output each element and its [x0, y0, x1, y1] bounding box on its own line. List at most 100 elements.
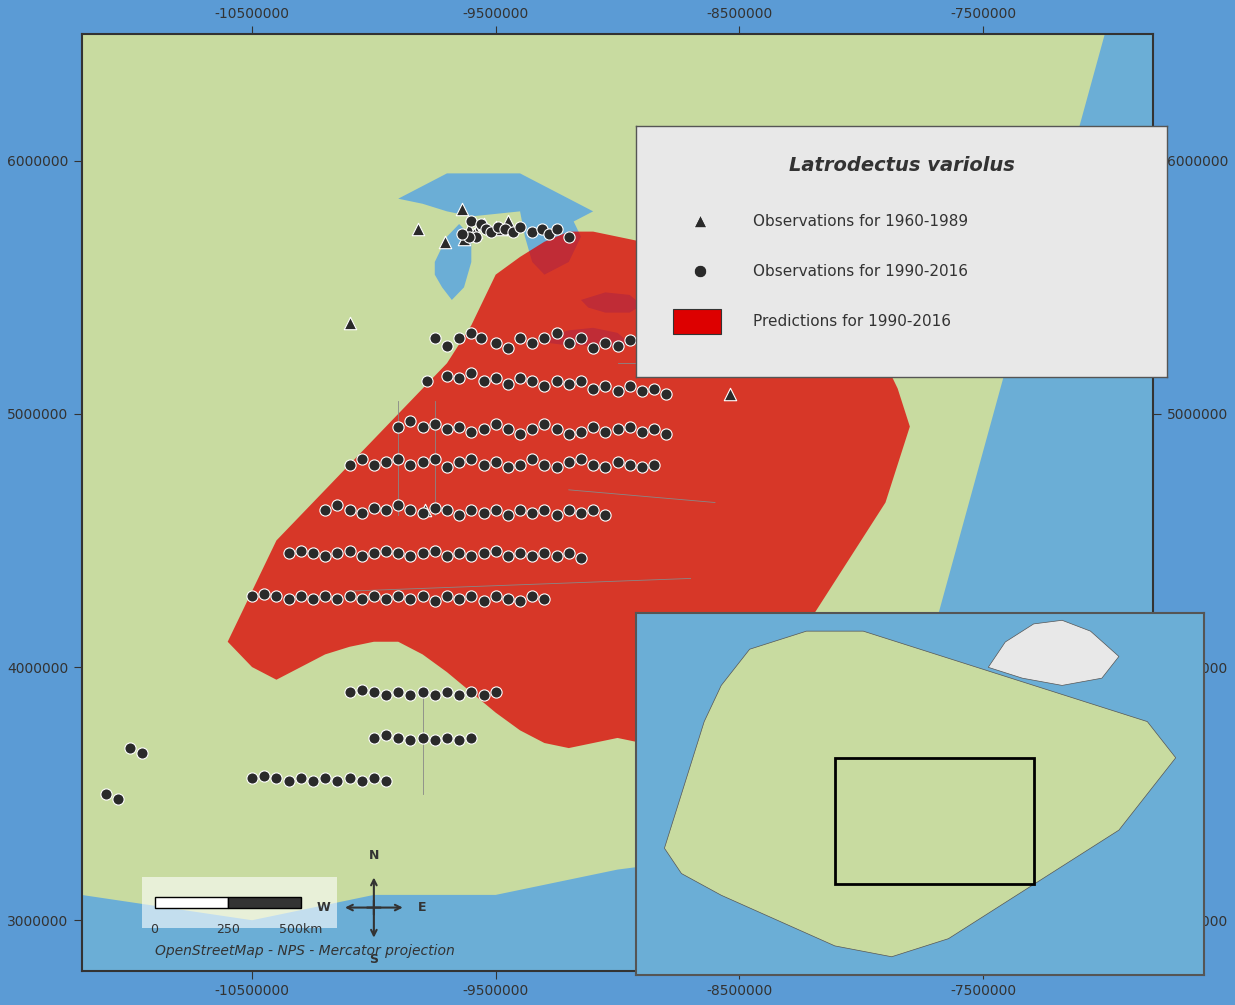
Observations for 1990-2016	[364, 771, 384, 787]
Observations for 1990-2016	[480, 223, 500, 239]
Observations for 1960-1989	[415, 502, 435, 519]
Observations for 1990-2016	[620, 456, 640, 472]
Observations for 1990-2016	[656, 386, 676, 402]
Observations for 1990-2016	[132, 745, 152, 761]
Observations for 1990-2016	[547, 325, 567, 341]
Observations for 1990-2016	[503, 223, 522, 239]
Observations for 1990-2016	[608, 338, 627, 354]
Point	[690, 263, 710, 279]
Observations for 1990-2016	[437, 421, 457, 437]
Observations for 1990-2016	[364, 684, 384, 700]
Observations for 1990-2016	[303, 545, 322, 561]
Observations for 1990-2016	[474, 686, 494, 702]
Observations for 1990-2016	[425, 733, 445, 749]
Observations for 1990-2016	[388, 588, 408, 604]
Observations for 1990-2016	[510, 330, 530, 346]
Observations for 1990-2016	[400, 591, 420, 607]
Observations for 1990-2016	[656, 335, 676, 351]
Observations for 1990-2016	[498, 591, 517, 607]
Observations for 1990-2016	[472, 330, 492, 346]
Observations for 1990-2016	[595, 508, 615, 524]
Observations for 1990-2016	[595, 378, 615, 394]
Bar	[835, 758, 1034, 884]
Observations for 1990-2016	[522, 451, 542, 467]
Observations for 1990-2016	[425, 499, 445, 516]
Observations for 1990-2016	[571, 451, 590, 467]
Observations for 1990-2016	[340, 543, 359, 559]
Observations for 1960-1989	[408, 221, 427, 237]
Text: N: N	[369, 849, 379, 862]
Text: Predictions for 1990-2016: Predictions for 1990-2016	[753, 315, 951, 329]
Polygon shape	[435, 224, 472, 299]
Observations for 1990-2016	[377, 728, 396, 744]
Observations for 1990-2016	[485, 502, 505, 519]
Observations for 1960-1989	[710, 338, 730, 354]
Observations for 1990-2016	[120, 740, 140, 756]
Observations for 1990-2016	[352, 681, 372, 697]
Observations for 1990-2016	[467, 228, 487, 244]
Observations for 1990-2016	[425, 416, 445, 432]
Observations for 1990-2016	[498, 376, 517, 392]
Text: OpenStreetMap - NPS - Mercator projection: OpenStreetMap - NPS - Mercator projectio…	[154, 945, 454, 958]
Observations for 1990-2016	[559, 228, 579, 244]
Observations for 1990-2016	[535, 591, 555, 607]
Observations for 1990-2016	[559, 545, 579, 561]
Observations for 1990-2016	[352, 548, 372, 564]
Polygon shape	[861, 216, 971, 257]
Observations for 1990-2016	[547, 221, 567, 237]
Observations for 1990-2016	[748, 335, 768, 351]
Observations for 1990-2016	[632, 383, 652, 399]
Observations for 1990-2016	[303, 591, 322, 607]
Text: S: S	[369, 953, 378, 966]
Observations for 1990-2016	[425, 543, 445, 559]
Bar	[227, 897, 301, 908]
Observations for 1990-2016	[254, 586, 274, 602]
Observations for 1990-2016	[437, 548, 457, 564]
Observations for 1990-2016	[559, 335, 579, 351]
Observations for 1990-2016	[412, 545, 432, 561]
Observations for 1990-2016	[450, 545, 469, 561]
Text: Observations for 1990-2016: Observations for 1990-2016	[753, 264, 968, 278]
Observations for 1990-2016	[485, 684, 505, 700]
Observations for 1990-2016	[425, 593, 445, 609]
Observations for 1990-2016	[571, 505, 590, 521]
Observations for 1990-2016	[400, 413, 420, 429]
Observations for 1990-2016	[340, 588, 359, 604]
Observations for 1990-2016	[583, 381, 603, 397]
Observations for 1990-2016	[340, 771, 359, 787]
Observations for 1990-2016	[495, 221, 515, 237]
Observations for 1990-2016	[510, 456, 530, 472]
Observations for 1990-2016	[327, 545, 347, 561]
Observations for 1990-2016	[400, 686, 420, 702]
Observations for 1990-2016	[498, 459, 517, 475]
Observations for 1990-2016	[462, 502, 482, 519]
Observations for 1990-2016	[488, 218, 508, 234]
Observations for 1990-2016	[559, 426, 579, 442]
Observations for 1990-2016	[364, 730, 384, 746]
Text: Latrodectus variolus: Latrodectus variolus	[789, 156, 1014, 175]
Observations for 1990-2016	[535, 416, 555, 432]
Observations for 1990-2016	[450, 508, 469, 524]
Observations for 1990-2016	[535, 330, 555, 346]
Observations for 1990-2016	[279, 591, 299, 607]
Observations for 1960-1989	[452, 201, 472, 217]
Observations for 1990-2016	[510, 593, 530, 609]
Observations for 1990-2016	[474, 505, 494, 521]
Text: 500km: 500km	[279, 923, 322, 936]
Observations for 1990-2016	[450, 733, 469, 749]
Observations for 1990-2016	[485, 416, 505, 432]
Observations for 1990-2016	[522, 335, 542, 351]
Observations for 1990-2016	[535, 456, 555, 472]
Observations for 1960-1989	[485, 218, 505, 234]
Observations for 1990-2016	[498, 421, 517, 437]
Observations for 1990-2016	[340, 456, 359, 472]
Observations for 1990-2016	[547, 373, 567, 389]
Observations for 1990-2016	[327, 773, 347, 789]
Observations for 1990-2016	[450, 686, 469, 702]
Observations for 1990-2016	[279, 545, 299, 561]
Polygon shape	[398, 174, 593, 224]
Observations for 1960-1989	[498, 213, 517, 229]
Observations for 1990-2016	[303, 773, 322, 789]
Observations for 1990-2016	[291, 771, 311, 787]
Observations for 1990-2016	[96, 786, 116, 802]
